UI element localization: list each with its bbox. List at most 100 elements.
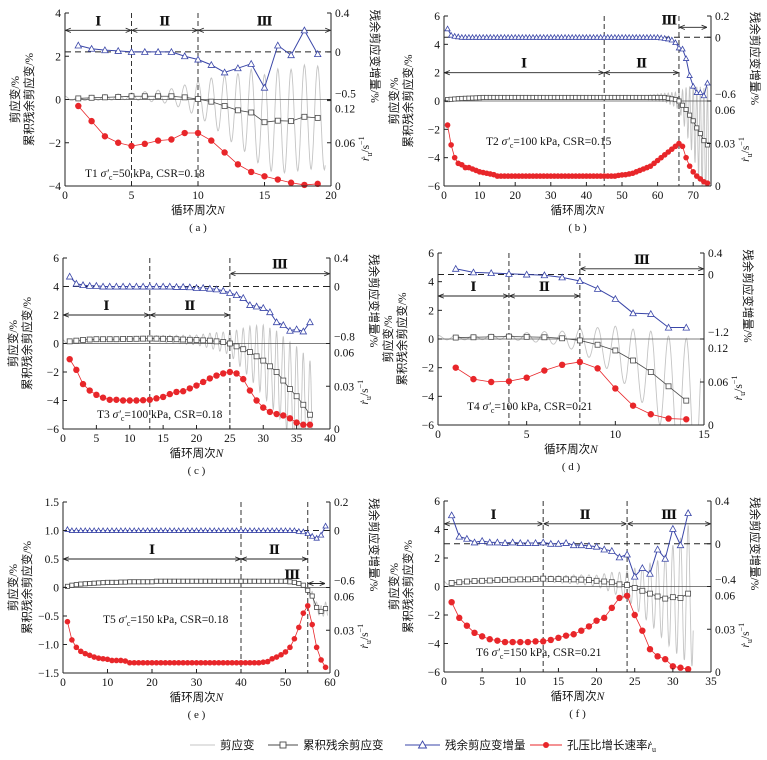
pore-rate-marker xyxy=(140,659,146,666)
cumulative-residual-marker xyxy=(287,386,293,393)
pore-rate-marker xyxy=(234,161,242,168)
residual-increment-marker xyxy=(531,538,540,546)
cumulative-residual-marker xyxy=(80,337,86,343)
residual-increment-marker xyxy=(242,527,249,533)
residual-increment-marker xyxy=(162,527,169,533)
x-axis-title-var: N xyxy=(589,444,599,456)
pore-rate-marker xyxy=(233,370,240,377)
pore-rate-marker xyxy=(509,638,516,646)
residual-increment-marker xyxy=(211,527,218,533)
rate-exp: −1 xyxy=(730,376,739,385)
cumulative-residual-marker xyxy=(195,96,201,102)
left-tick-label: −4 xyxy=(47,396,59,408)
cumulative-residual-marker xyxy=(162,578,168,584)
x-tick-label: 30 xyxy=(545,190,557,202)
phase-label: Ⅰ xyxy=(95,13,101,28)
test-annotation: T3 σ′c=100 kPa, CSR=0.18 xyxy=(97,409,223,423)
pore-rate-marker xyxy=(133,397,140,404)
right-upper-tick-label: 0.2 xyxy=(715,11,730,23)
pore-rate-marker xyxy=(153,395,160,402)
left-axis-title-line1: 剪应变/% xyxy=(6,563,20,611)
cumulative-residual-marker xyxy=(687,112,693,118)
pore-rate-marker xyxy=(273,410,280,418)
cumulative-residual-marker xyxy=(293,393,300,400)
legend-shear-strain-label: 剪应变 xyxy=(220,738,255,752)
cumulative-residual-marker xyxy=(100,336,106,343)
pore-rate-marker xyxy=(100,655,106,662)
pore-rate-marker xyxy=(662,655,669,663)
residual-increment-marker xyxy=(286,527,294,533)
cumulative-residual-marker xyxy=(647,369,654,375)
cumulative-residual-marker xyxy=(88,94,95,101)
pore-rate-marker xyxy=(278,651,284,658)
x-tick-label: 10 xyxy=(124,433,136,445)
residual-increment-marker xyxy=(165,282,174,290)
pore-rate-marker xyxy=(448,142,454,148)
pore-rate-marker xyxy=(269,655,275,662)
right-lower-tick-label: 0.03 xyxy=(334,381,354,393)
residual-increment-marker xyxy=(684,509,692,517)
residual-increment-marker xyxy=(99,282,107,290)
pore-rate-marker xyxy=(471,629,478,637)
pore-rate-marker xyxy=(593,617,600,624)
residual-increment-marker xyxy=(219,286,228,294)
pore-rate-marker xyxy=(246,387,254,394)
sigma-subscript: c xyxy=(510,141,514,150)
pore-rate-marker xyxy=(240,375,247,383)
sigma-symbol: σ′ xyxy=(492,647,501,659)
residual-increment-marker xyxy=(197,527,205,533)
left-tick-label: 2 xyxy=(428,305,434,317)
cumulative-residual-marker xyxy=(75,95,82,102)
cumulative-residual-marker xyxy=(180,336,187,343)
cumulative-residual-marker xyxy=(149,579,155,585)
cumulative-residual-marker xyxy=(274,578,280,584)
pore-rate-marker xyxy=(253,397,260,404)
pore-rate-marker xyxy=(122,658,129,664)
x-axis-title-var: N xyxy=(596,691,606,703)
x-tick-label: 15 xyxy=(553,676,565,688)
cumulative-residual-marker xyxy=(274,117,281,124)
pore-rate-marker xyxy=(193,382,200,389)
pore-rate-marker xyxy=(301,181,308,189)
left-axis-title-line2: 累积残余剪应变/% xyxy=(401,539,415,633)
pore-rate-marker xyxy=(106,396,113,403)
cumulative-residual-marker xyxy=(105,579,111,585)
sigma-symbol: σ′ xyxy=(502,136,511,148)
cumulative-residual-marker xyxy=(456,579,463,586)
residual-increment-marker xyxy=(77,527,85,533)
pore-rate-marker xyxy=(226,368,234,376)
cumulative-residual-marker xyxy=(141,93,148,100)
pore-rate-marker xyxy=(562,632,570,639)
residual-increment-marker xyxy=(264,527,271,533)
pore-rate-marker xyxy=(213,372,220,379)
cumulative-residual-marker xyxy=(168,93,175,100)
right-lower-axis-title: ṙu/s−1 xyxy=(737,137,754,162)
cumulative-residual-marker xyxy=(523,333,530,340)
cumulative-residual-marker xyxy=(106,336,113,343)
residual-increment-marker xyxy=(300,528,307,535)
cumulative-residual-marker xyxy=(463,578,470,585)
cumulative-residual-marker xyxy=(452,334,459,341)
pore-rate-marker xyxy=(444,122,451,128)
cumulative-residual-marker xyxy=(612,347,619,354)
pore-rate-marker xyxy=(683,416,690,423)
test-annotation: T2 σ′c=100 kPa, CSR=0.15 xyxy=(486,136,612,150)
pore-rate-marker xyxy=(247,659,253,666)
pore-rate-marker xyxy=(470,375,477,383)
pore-rate-marker xyxy=(181,129,188,137)
panel-caption: ( e ) xyxy=(188,709,206,721)
left-tick-label: 1.0 xyxy=(45,526,60,538)
residual-increment-marker xyxy=(665,35,672,42)
left-tick-label: −4 xyxy=(49,181,61,193)
residual-increment-marker xyxy=(273,527,280,533)
pore-rate-marker xyxy=(180,659,186,666)
right-lower-tick-label: 0.12 xyxy=(708,343,728,355)
pore-rate-marker xyxy=(91,654,97,660)
pore-rate-marker xyxy=(488,378,495,386)
residual-increment-marker xyxy=(68,527,76,533)
residual-increment-marker xyxy=(259,303,268,311)
cumulative-residual-marker xyxy=(665,383,672,390)
cumulative-residual-marker xyxy=(540,575,547,582)
residual-increment-marker xyxy=(470,538,479,546)
right-upper-tick-label: −0.8 xyxy=(334,332,355,344)
